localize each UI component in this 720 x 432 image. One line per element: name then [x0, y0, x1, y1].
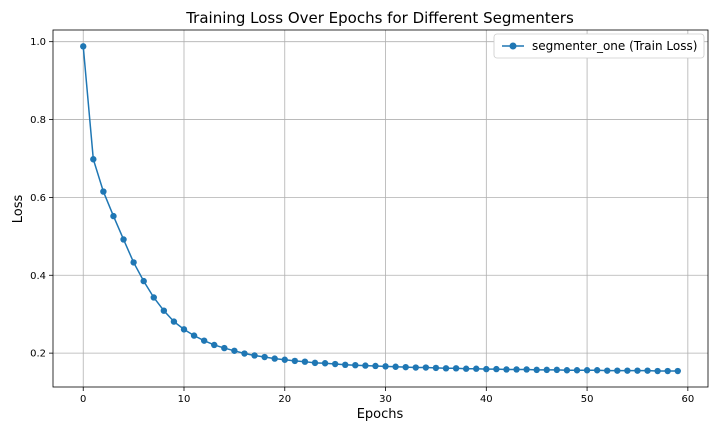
x-tick-label: 40	[480, 394, 493, 405]
data-point	[634, 367, 641, 374]
data-point	[462, 365, 470, 372]
legend-entry-label: segmenter_one (Train Loss)	[532, 39, 697, 53]
x-axis: 0 10 20 30 40 50 60	[80, 387, 694, 405]
data-point	[473, 365, 480, 372]
data-point	[140, 277, 147, 285]
chart-title: Training Loss Over Epochs for Different …	[185, 9, 574, 27]
data-point	[180, 326, 188, 333]
data-point	[190, 332, 198, 339]
data-point	[452, 365, 460, 372]
data-point	[362, 362, 369, 369]
y-axis: 0.2 0.4 0.6 0.8 1.0	[30, 37, 53, 360]
data-point	[200, 337, 208, 344]
x-tick-label: 10	[178, 394, 191, 405]
data-point	[402, 363, 409, 371]
data-point	[604, 367, 611, 374]
data-point	[291, 357, 299, 365]
data-point	[674, 367, 681, 375]
data-point	[301, 358, 309, 365]
data-point	[392, 363, 399, 370]
x-tick-label: 50	[581, 394, 594, 405]
data-point	[352, 361, 359, 369]
data-point	[331, 360, 339, 368]
data-point	[644, 367, 651, 374]
data-point	[593, 367, 601, 374]
data-point	[160, 307, 168, 314]
data-point	[412, 364, 419, 371]
y-tick-label: 0.4	[30, 271, 46, 282]
data-point	[271, 355, 278, 362]
data-point	[231, 347, 238, 354]
data-point	[624, 367, 631, 374]
x-tick-label: 60	[681, 394, 694, 405]
data-point	[442, 365, 450, 372]
grid	[53, 30, 708, 387]
data-point	[281, 356, 288, 363]
data-point	[382, 363, 389, 370]
data-point	[523, 366, 530, 373]
y-tick-label: 0.2	[30, 349, 46, 360]
data-point	[261, 353, 268, 361]
data-point	[100, 188, 107, 195]
y-tick-label: 0.8	[30, 115, 46, 126]
y-axis-label: Loss	[11, 195, 26, 224]
data-point	[483, 365, 490, 373]
data-point	[583, 367, 591, 374]
data-point	[241, 350, 248, 357]
data-point	[90, 156, 97, 163]
x-tick-label: 30	[379, 394, 392, 405]
data-point	[664, 367, 671, 375]
data-point	[251, 352, 258, 359]
legend: segmenter_one (Train Loss)	[493, 33, 705, 59]
data-point	[130, 259, 137, 266]
x-tick-label: 0	[80, 394, 86, 405]
x-tick-label: 20	[278, 394, 291, 405]
data-point	[211, 341, 218, 349]
legend-marker-swatch	[509, 42, 517, 50]
data-point	[654, 367, 661, 375]
plot-frame	[52, 29, 709, 388]
data-point	[543, 366, 550, 374]
data-point	[563, 367, 571, 374]
data-point	[342, 361, 349, 369]
data-point	[150, 294, 157, 301]
data-point	[120, 236, 127, 243]
data-point	[422, 364, 430, 371]
data-point	[503, 366, 510, 373]
data-point	[533, 366, 540, 374]
data-point	[110, 212, 117, 220]
data-point	[553, 366, 561, 374]
data-point	[80, 43, 87, 50]
y-tick-label: 1.0	[30, 37, 46, 48]
legend-box	[493, 33, 705, 59]
data-point	[493, 365, 500, 373]
x-axis-label: Epochs	[357, 407, 404, 422]
data-point	[432, 364, 440, 372]
data-point	[311, 359, 319, 367]
data-point	[170, 318, 178, 325]
data-point	[614, 367, 621, 374]
series-layer	[80, 43, 681, 375]
data-point	[372, 362, 379, 370]
data-point	[573, 367, 581, 374]
y-tick-label: 0.6	[30, 193, 46, 204]
data-point	[513, 366, 520, 373]
data-point	[221, 344, 228, 352]
data-point	[321, 360, 329, 367]
